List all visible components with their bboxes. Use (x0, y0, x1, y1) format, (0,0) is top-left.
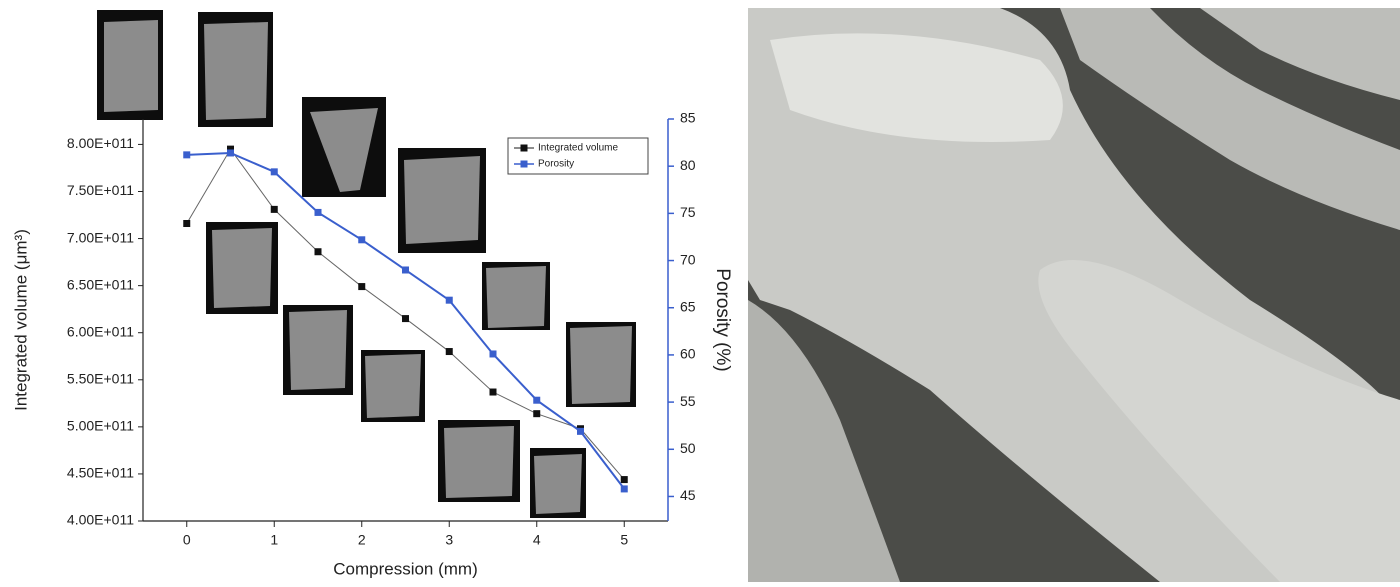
y2-tick-label: 55 (680, 393, 696, 409)
y-tick-label: 8.00E+011 (67, 135, 134, 151)
point (490, 389, 497, 396)
point (621, 476, 628, 483)
point (533, 410, 540, 417)
y2-axis-label: Porosity (%) (712, 268, 733, 371)
legend-label: Integrated volume (538, 143, 618, 154)
point (402, 266, 409, 273)
y-tick-label: 5.00E+011 (67, 418, 134, 434)
x-tick-label: 2 (358, 532, 366, 548)
y-tick-label: 4.00E+011 (67, 512, 134, 528)
y2-tick-label: 65 (680, 298, 696, 314)
y2-tick-label: 45 (680, 487, 696, 503)
y-tick-label: 4.50E+011 (67, 465, 134, 481)
x-tick-label: 5 (620, 532, 628, 548)
point (358, 283, 365, 290)
point (402, 315, 409, 322)
thumbnails (97, 10, 636, 518)
x-axis-label: Compression (mm) (333, 559, 478, 578)
point (533, 397, 540, 404)
point (183, 220, 190, 227)
point (227, 149, 234, 156)
point (183, 151, 190, 158)
point (315, 248, 322, 255)
point (490, 350, 497, 357)
thumbnail-cubes (104, 20, 632, 514)
y2-tick-label: 80 (680, 157, 696, 173)
y2-tick-label: 70 (680, 251, 696, 267)
y-tick-label: 7.00E+011 (67, 229, 134, 245)
legend-marker (521, 161, 528, 168)
legend-marker (521, 145, 528, 152)
point (315, 209, 322, 216)
legend-label: Porosity (538, 159, 574, 170)
y2-tick-label: 50 (680, 440, 696, 456)
point (446, 348, 453, 355)
figure: 4.00E+011 4.50E+011 5.00E+011 5.50E+011 6.00… (0, 0, 1400, 582)
y2-tick-label: 60 (680, 346, 696, 362)
y-tick-label: 7.50E+011 (67, 182, 134, 198)
x-tick-label: 1 (270, 532, 278, 548)
y-tick-label: 5.50E+011 (67, 370, 134, 386)
point (358, 236, 365, 243)
y2-tick-label: 85 (680, 110, 696, 126)
x-tick-label: 4 (533, 532, 541, 548)
x-tick-label: 3 (445, 532, 453, 548)
point (271, 206, 278, 213)
y-tick-label: 6.00E+011 (67, 323, 134, 339)
point (446, 297, 453, 304)
y2-tick-label: 75 (680, 204, 696, 220)
point (621, 485, 628, 492)
point (271, 168, 278, 175)
point (577, 428, 584, 435)
mesh-render (748, 8, 1400, 582)
y-axis-label: Integrated volume (μm³) (11, 229, 30, 411)
y-tick-label: 6.50E+011 (67, 276, 134, 292)
x-tick-label: 0 (183, 532, 191, 548)
